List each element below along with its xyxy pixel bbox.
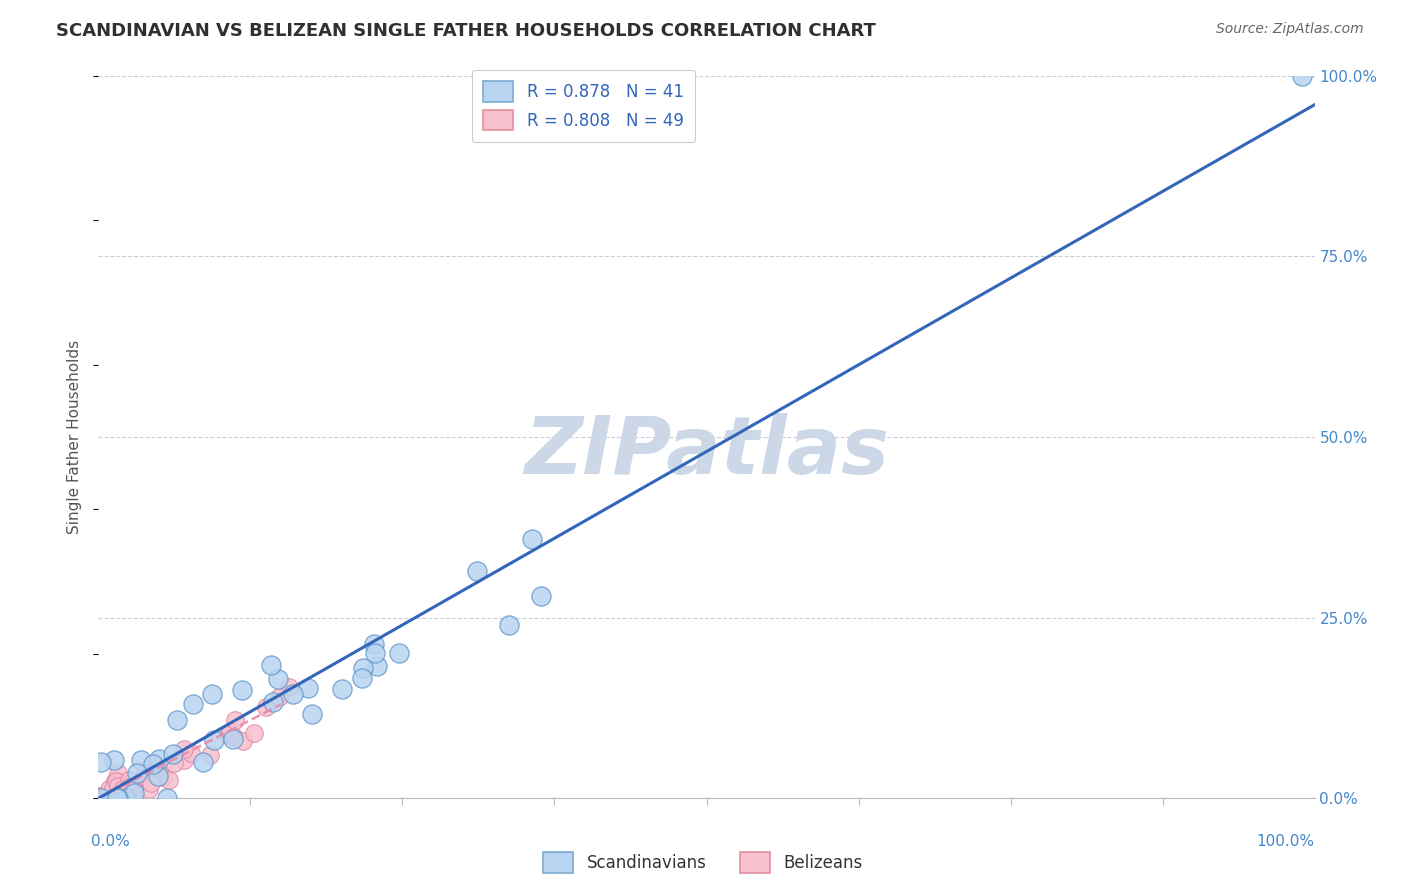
Point <box>129 753 152 767</box>
Point <box>105 774 128 789</box>
Point <box>350 671 373 685</box>
Point <box>125 766 148 780</box>
Point <box>118 772 141 787</box>
Point <box>193 755 215 769</box>
Point <box>243 726 266 740</box>
Point <box>232 734 254 748</box>
Point <box>105 791 128 805</box>
Text: Source: ZipAtlas.com: Source: ZipAtlas.com <box>1216 22 1364 37</box>
Point <box>218 725 240 739</box>
Text: 100.0%: 100.0% <box>1257 834 1315 849</box>
Point <box>363 637 385 651</box>
Y-axis label: Single Father Households: Single Father Households <box>67 340 83 534</box>
Point <box>134 765 156 780</box>
Point <box>103 778 125 792</box>
Point <box>132 773 155 788</box>
Point <box>152 770 174 784</box>
Point <box>163 756 186 770</box>
Point <box>200 748 222 763</box>
Point <box>267 672 290 686</box>
Point <box>107 791 129 805</box>
Point <box>173 742 195 756</box>
Point <box>522 532 544 546</box>
Point <box>148 752 170 766</box>
Point <box>90 791 112 805</box>
Point <box>222 731 245 746</box>
Point <box>139 775 162 789</box>
Legend: Scandinavians, Belizeans: Scandinavians, Belizeans <box>537 846 869 880</box>
Text: SCANDINAVIAN VS BELIZEAN SINGLE FATHER HOUSEHOLDS CORRELATION CHART: SCANDINAVIAN VS BELIZEAN SINGLE FATHER H… <box>56 22 876 40</box>
Point <box>141 764 163 778</box>
Point <box>231 683 253 698</box>
Point <box>96 788 118 802</box>
Point <box>254 700 277 714</box>
Point <box>110 790 132 805</box>
Point <box>498 618 520 632</box>
Point <box>94 791 117 805</box>
Point <box>114 787 136 801</box>
Point <box>107 776 129 790</box>
Point <box>122 780 145 794</box>
Point <box>138 781 160 796</box>
Point <box>201 687 224 701</box>
Point <box>465 564 488 578</box>
Point <box>89 789 111 804</box>
Point <box>149 765 172 780</box>
Point <box>262 695 284 709</box>
Point <box>104 773 127 788</box>
Point <box>269 690 291 704</box>
Point <box>1291 69 1313 83</box>
Point <box>157 772 180 787</box>
Point <box>118 780 141 795</box>
Point <box>162 747 184 762</box>
Text: 0.0%: 0.0% <box>91 834 131 849</box>
Point <box>107 779 129 793</box>
Point <box>122 783 145 797</box>
Point <box>91 791 114 805</box>
Point <box>366 659 388 673</box>
Point <box>277 681 299 695</box>
Point <box>108 778 131 792</box>
Point <box>108 780 131 795</box>
Point <box>301 706 323 721</box>
Point <box>297 681 319 696</box>
Point <box>173 753 195 767</box>
Text: ZIPatlas: ZIPatlas <box>524 412 889 491</box>
Point <box>224 713 246 727</box>
Point <box>166 713 188 727</box>
Point <box>114 791 136 805</box>
Point <box>181 697 204 711</box>
Point <box>107 766 129 780</box>
Point <box>122 786 145 800</box>
Point <box>330 681 353 696</box>
Point <box>107 774 129 789</box>
Point <box>142 756 165 771</box>
Legend: R = 0.878   N = 41, R = 0.808   N = 49: R = 0.878 N = 41, R = 0.808 N = 49 <box>471 70 696 142</box>
Point <box>180 746 202 760</box>
Point <box>146 769 169 783</box>
Point <box>104 786 127 800</box>
Point <box>217 728 239 742</box>
Point <box>103 753 125 767</box>
Point <box>89 789 111 804</box>
Point <box>97 781 120 796</box>
Point <box>260 657 283 672</box>
Point <box>156 791 179 805</box>
Point <box>352 661 374 675</box>
Point <box>143 758 166 772</box>
Point <box>115 791 138 805</box>
Point <box>98 791 121 805</box>
Point <box>112 782 135 797</box>
Point <box>90 755 112 769</box>
Point <box>364 646 387 660</box>
Point <box>101 780 124 795</box>
Point <box>530 589 553 603</box>
Point <box>388 646 411 660</box>
Point <box>105 784 128 798</box>
Point <box>222 730 245 744</box>
Point <box>202 733 225 747</box>
Point <box>281 687 304 701</box>
